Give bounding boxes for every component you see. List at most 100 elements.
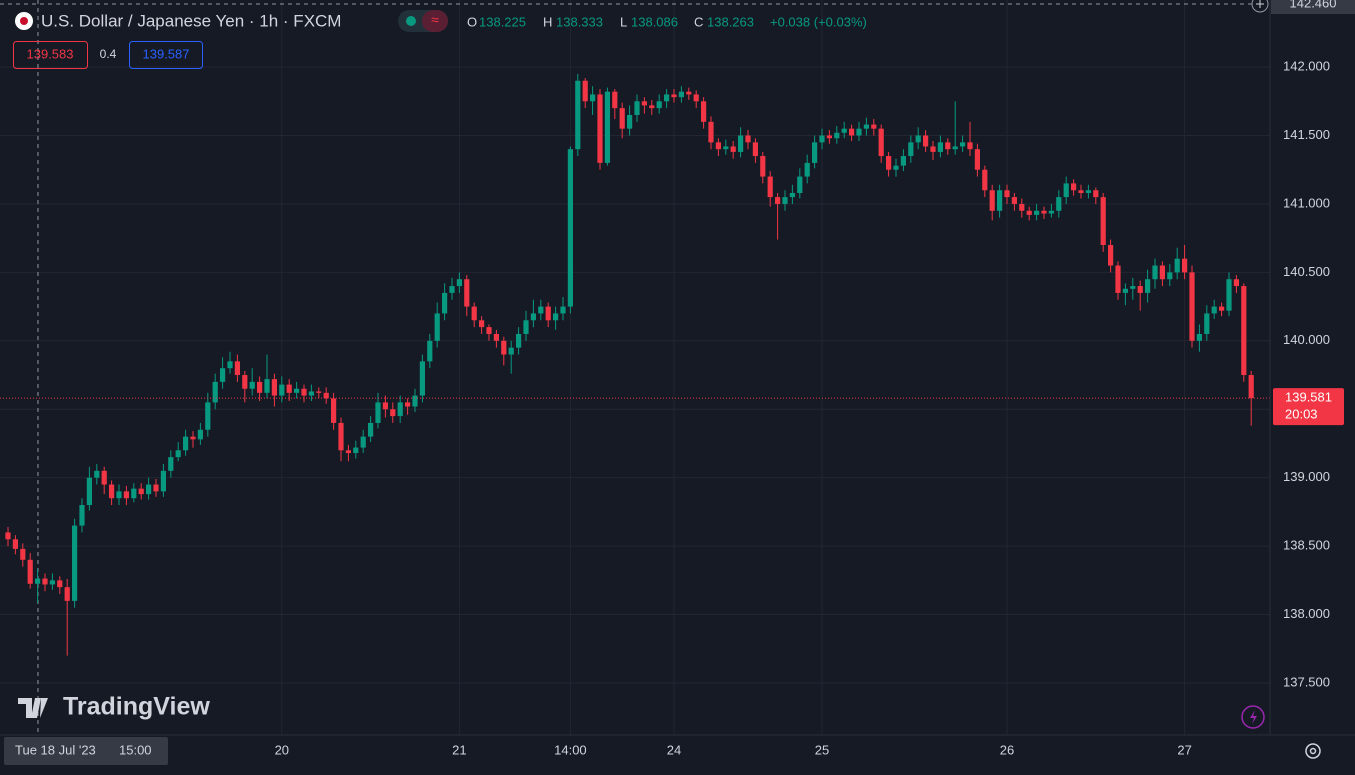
candle-body [375,402,381,423]
candle-body [545,306,551,321]
last-price-box [1273,388,1344,426]
candle-body [1226,279,1232,311]
candle-body [1100,197,1106,245]
candle-body [419,361,425,396]
candle-body [1241,286,1247,376]
y-tick-label: 141.000 [1283,195,1330,210]
candle-body [456,279,462,287]
candle-body [960,142,966,147]
ohlc-label: C [694,14,703,29]
candle-body [234,361,240,376]
candle-body [516,333,522,348]
candle-body [738,135,744,152]
market-open-dot [406,16,416,26]
candle-body [797,176,803,193]
candles [5,73,1254,656]
candle-body [146,484,152,495]
candle-body [1078,190,1084,193]
candle-body [900,156,906,166]
candle-body [930,146,936,152]
candle-body [819,135,825,143]
candle-body [834,132,840,139]
candle-body [168,457,174,471]
add-icon [1256,0,1264,8]
crosshair-time: 15:00 [119,742,152,757]
buy-button[interactable] [129,41,203,69]
candle-body [345,450,351,454]
candle-body [27,559,33,584]
candle-body [1159,265,1165,280]
candle-body [249,381,255,389]
candle-body [331,398,337,423]
candle-body [338,422,344,451]
x-tick-label: 26 [1000,742,1014,757]
candle-body [353,447,359,454]
candle-body [1041,210,1047,214]
candle-body [789,192,795,198]
candle-body [1071,183,1077,191]
crosshair-time-box [4,737,168,765]
candle-body [967,142,973,150]
candle-body [886,156,892,170]
data-delay-badge [422,10,448,32]
candle-body [471,306,477,321]
alert-icon[interactable] [1241,705,1265,729]
candle-body [116,491,122,499]
candle-body [826,135,832,139]
x-tick-label: 14:00 [554,742,587,757]
candle-body [871,124,877,129]
candle-body [945,142,951,150]
sell-price[interactable]: 139.583 [27,46,74,61]
settings-button[interactable] [1305,743,1321,759]
candle-body [715,142,721,150]
ohlc-value: 138.225 [479,14,526,29]
candle-body [294,388,300,393]
candle-body [227,361,233,369]
candle-body [775,197,781,204]
candle-body [79,505,85,526]
candle-body [1233,279,1239,287]
candle-body [671,94,677,98]
sell-button[interactable] [13,41,88,69]
candle-body [752,142,758,157]
y-tick-label: 140.000 [1283,332,1330,347]
x-tick-label: 24 [667,742,681,757]
candle-body [479,320,485,328]
candle-body [1063,183,1069,198]
buy-price[interactable]: 139.587 [143,46,190,61]
candle-body [1004,190,1010,198]
candle-body [982,169,988,191]
candle-body [1167,272,1173,280]
candle-body [442,292,448,314]
y-tick-label: 139.000 [1283,469,1330,484]
ohlc-value: 138.263 [707,14,754,29]
candle-body [35,578,41,584]
candle-body [271,379,277,396]
candle-body [678,91,684,98]
ohlc-value: 138.333 [556,14,603,29]
candle-body [997,190,1003,211]
candle-body [841,128,847,133]
candle-body [42,578,48,585]
y-tick-label: 140.500 [1283,264,1330,279]
candle-body [1196,333,1202,341]
candle-body [893,165,899,170]
candle-body [530,313,536,321]
candle-body [286,384,292,393]
candle-body [575,80,581,150]
candle-body [94,470,100,478]
candle-body [627,114,633,129]
candle-body [301,388,307,396]
candle-body [1174,258,1180,273]
candle-body [190,436,196,440]
candle-body [1056,197,1062,211]
candle-body [86,477,92,506]
candle-body [849,128,855,136]
candle-body [974,149,980,170]
candle-body [131,488,137,499]
candle-body [257,381,263,393]
x-tick-label: 27 [1177,742,1191,757]
candle-body [923,135,929,147]
y-tick-label: 138.000 [1283,606,1330,621]
